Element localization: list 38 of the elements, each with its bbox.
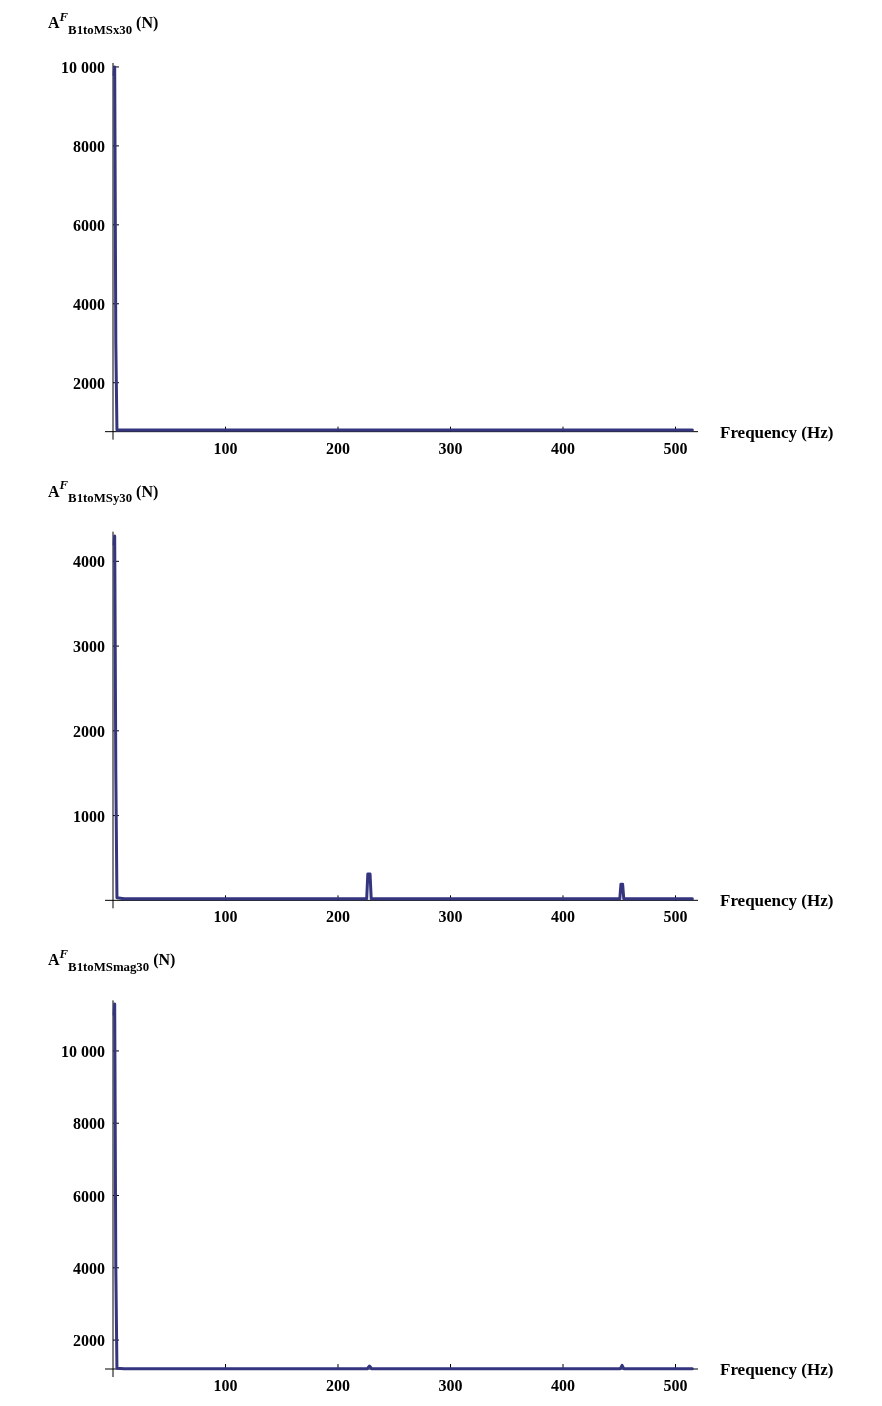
x-axis-title: Frequency (Hz) [720,891,834,911]
y-tick-label: 6000 [73,1187,105,1205]
y-tick-label: 10 000 [61,1042,105,1060]
x-tick-label: 100 [213,1377,238,1394]
x-tick-label: 300 [438,908,463,926]
x-tick-label: 500 [663,439,688,457]
y-tick-label: 6000 [73,216,105,234]
line-series [112,1002,694,1371]
line-series [112,534,694,901]
y-tick-label: 2000 [73,722,105,740]
x-tick-label: 200 [326,908,350,926]
y-tick-label: 2000 [73,374,105,392]
x-axis-title: Frequency (Hz) [720,422,834,442]
x-tick-label: 400 [551,1377,575,1394]
x-tick-label: 300 [438,439,463,457]
x-tick-label: 400 [551,439,575,457]
x-tick-label: 100 [213,908,238,926]
x-tick-label: 500 [663,908,688,926]
x-tick-label: 100 [213,439,238,457]
x-tick-label: 300 [438,1377,463,1394]
y-tick-label: 2000 [73,1332,105,1350]
line-series [112,65,694,432]
y-tick-label: 4000 [73,295,105,313]
x-axis-title: Frequency (Hz) [720,1360,834,1379]
x-tick-label: 400 [551,908,575,926]
y-axis-title: A$^{F}$$_{B1toMSy30}$ (N) [48,478,159,506]
y-axis-title: A$^{F}$$_{B1toMSmag30}$ (N) [48,947,176,974]
x-tick-label: 200 [326,439,350,457]
y-tick-label: 3000 [73,638,105,656]
y-tick-label: 1000 [73,807,105,825]
y-tick-label: 8000 [73,1115,105,1133]
x-tick-label: 200 [326,1377,350,1394]
y-tick-label: 8000 [73,137,105,155]
x-tick-label: 500 [663,1377,688,1394]
y-tick-label: 10 000 [61,58,105,76]
y-tick-label: 4000 [73,1259,105,1277]
y-axis-title: A$^{F}$$_{B1toMSx30}$ (N) [48,9,159,37]
y-tick-label: 4000 [73,553,105,571]
